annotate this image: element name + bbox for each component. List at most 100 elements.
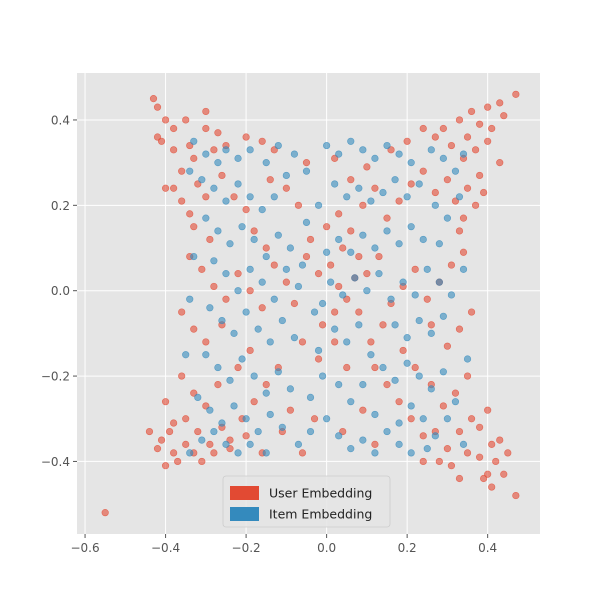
user-point (210, 146, 218, 154)
item-point (262, 449, 270, 457)
user-point (153, 103, 162, 111)
item-point (186, 449, 194, 457)
item-point (359, 381, 367, 389)
item-point (455, 193, 464, 201)
item-point (347, 445, 355, 453)
item-point (407, 159, 415, 167)
item-point (246, 265, 254, 273)
user-point (298, 449, 307, 457)
user-point (471, 201, 480, 209)
user-point (476, 423, 484, 431)
user-point (463, 372, 472, 380)
item-point (379, 188, 387, 197)
user-point (282, 278, 290, 286)
item-point (327, 278, 335, 286)
item-point (351, 274, 359, 282)
user-point (206, 235, 214, 244)
user-point (182, 440, 190, 448)
user-point (379, 321, 387, 329)
user-point (500, 470, 508, 478)
user-point (463, 133, 472, 141)
user-point (190, 223, 198, 231)
user-point (427, 321, 435, 329)
user-point (492, 457, 500, 466)
user-point (214, 381, 222, 389)
user-point (170, 184, 178, 192)
user-point (206, 440, 214, 448)
item-point (395, 440, 403, 448)
user-point (359, 201, 367, 209)
x-tick-label: −0.4 (151, 541, 180, 555)
item-point (290, 334, 299, 342)
user-point (331, 308, 339, 316)
x-tick-label: −0.6 (70, 541, 99, 555)
item-point (278, 423, 286, 431)
item-point (347, 137, 355, 145)
user-point (222, 295, 230, 303)
user-point (157, 436, 166, 444)
user-point (467, 415, 476, 423)
user-point (419, 167, 427, 175)
user-point (512, 90, 520, 98)
user-point (323, 223, 331, 231)
user-point (149, 95, 158, 103)
item-point (391, 321, 399, 329)
item-point (399, 278, 407, 286)
user-point (476, 171, 484, 180)
item-point (403, 334, 411, 342)
item-point (230, 402, 238, 410)
item-point (294, 440, 303, 448)
user-point (484, 103, 492, 111)
item-point (258, 278, 266, 286)
user-point (419, 432, 427, 440)
item-point (395, 150, 403, 158)
user-point (178, 308, 186, 316)
item-point (391, 176, 399, 184)
item-point (250, 235, 258, 244)
item-point (210, 427, 218, 436)
legend-frame (222, 475, 391, 528)
user-point (190, 325, 198, 333)
user-point (399, 346, 407, 355)
item-point (230, 329, 238, 337)
item-point (439, 154, 447, 162)
user-point (262, 381, 270, 389)
item-point (234, 287, 242, 295)
user-point (443, 342, 452, 350)
item-point (363, 287, 371, 295)
user-point (170, 146, 178, 154)
item-point (459, 150, 468, 158)
item-point (218, 316, 226, 325)
user-point (395, 197, 403, 205)
item-point (234, 154, 242, 162)
user-point (182, 415, 190, 423)
user-point (467, 308, 476, 316)
item-point (190, 137, 198, 145)
item-point (238, 355, 246, 363)
user-point (371, 184, 379, 192)
user-point (202, 107, 210, 116)
item-point (431, 432, 439, 440)
user-point (439, 124, 447, 133)
item-point (262, 252, 270, 261)
user-point (359, 406, 367, 414)
user-point (258, 304, 266, 312)
user-point (262, 244, 270, 252)
user-point (371, 440, 379, 448)
user-point (419, 457, 427, 466)
item-point (331, 180, 339, 188)
item-point (318, 299, 327, 308)
user-point (476, 120, 484, 128)
user-point (447, 462, 456, 470)
item-point (314, 201, 323, 209)
item-point (335, 150, 343, 158)
item-point (190, 252, 198, 261)
user-point (234, 270, 242, 278)
user-point (190, 154, 198, 162)
item-point (407, 402, 415, 410)
item-point (459, 265, 468, 273)
user-point (455, 227, 464, 235)
user-point (101, 509, 109, 517)
user-point (367, 338, 375, 346)
